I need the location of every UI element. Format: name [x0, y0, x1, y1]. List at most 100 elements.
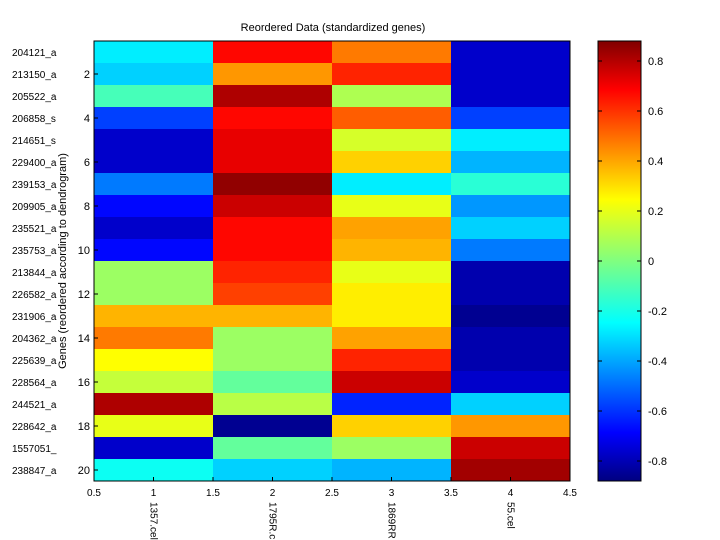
heatmap-cell — [213, 437, 333, 460]
heatmap-cell — [213, 327, 333, 350]
heatmap-cell — [94, 41, 214, 64]
row-label: 214651_s — [12, 136, 56, 147]
y-axis-label: Genes (reordered according to dendrogram… — [57, 153, 69, 369]
heatmap-cell — [451, 283, 571, 306]
heatmap-cell — [332, 371, 452, 394]
heatmap-cell — [332, 415, 452, 438]
x-tick-label: 2 — [270, 488, 276, 499]
heatmap-cell — [451, 349, 571, 372]
colorbar-tick-label: -0.8 — [648, 456, 667, 468]
heatmap-cell — [213, 129, 333, 152]
y-tick-label: 16 — [78, 377, 90, 389]
row-label: 206858_s — [12, 114, 56, 125]
y-tick-label: 18 — [78, 421, 90, 433]
heatmap-cell — [213, 217, 333, 240]
heatmap-cell — [213, 415, 333, 438]
row-label: 235753_a — [12, 246, 57, 257]
row-label: 238847_a — [12, 466, 57, 477]
column-label: 1357.cel — [148, 502, 159, 540]
heatmap-cell — [451, 393, 571, 416]
heatmap-cell — [213, 173, 333, 196]
heatmap-cell — [213, 349, 333, 372]
x-tick-label: 4.5 — [563, 488, 577, 499]
row-label: 209905_a — [12, 202, 57, 213]
x-tick-label: 0.5 — [87, 488, 101, 499]
heatmap-cell — [332, 459, 452, 482]
row-label: 213844_a — [12, 268, 57, 279]
row-label: 235521_a — [12, 224, 57, 235]
heatmap-cell — [94, 349, 214, 372]
row-label: 204362_a — [12, 334, 57, 345]
heatmap-cell — [451, 261, 571, 284]
row-label: 229400_a — [12, 158, 57, 169]
colorbar-tick-label: 0.4 — [648, 156, 663, 168]
x-tick-label: 2.5 — [325, 488, 339, 499]
row-label: 228642_a — [12, 422, 57, 433]
heatmap-cell — [332, 173, 452, 196]
row-label: 225639_a — [12, 356, 57, 367]
heatmap-cell — [94, 239, 214, 262]
colorbar-tick-label: 0.8 — [648, 56, 663, 68]
heatmap-cell — [94, 327, 214, 350]
colorbar-tick-label: -0.4 — [648, 356, 667, 368]
heatmap-cell — [94, 129, 214, 152]
heatmap-cell — [451, 195, 571, 218]
heatmap-cell — [213, 283, 333, 306]
colorbar-tick-label: 0.6 — [648, 106, 663, 118]
y-tick-label: 14 — [78, 333, 90, 345]
heatmap-cell — [94, 283, 214, 306]
heatmap-cell — [94, 195, 214, 218]
heatmap-cell — [94, 393, 214, 416]
y-tick-label: 12 — [78, 289, 90, 301]
heatmap-cell — [94, 63, 214, 86]
heatmap-cell — [332, 349, 452, 372]
heatmap-cell — [451, 305, 571, 328]
heatmap-cell — [332, 129, 452, 152]
row-label: 226582_a — [12, 290, 57, 301]
heatmap-cell — [451, 459, 571, 482]
row-label: 205522_a — [12, 92, 57, 103]
y-tick-label: 2 — [84, 69, 90, 81]
heatmap-cell — [332, 85, 452, 108]
heatmap-cell — [94, 217, 214, 240]
heatmap-cell — [451, 151, 571, 174]
heatmap-cell — [332, 195, 452, 218]
heatmap-cell — [94, 85, 214, 108]
heatmap-cell — [332, 437, 452, 460]
row-label: 239153_a — [12, 180, 57, 191]
y-tick-label: 10 — [78, 245, 90, 257]
heatmap-cell — [213, 239, 333, 262]
heatmap-cell — [332, 41, 452, 64]
heatmap-cell — [213, 459, 333, 482]
heatmap-cell — [213, 261, 333, 284]
heatmap-cell — [94, 305, 214, 328]
colorbar-tick-label: -0.2 — [648, 306, 667, 318]
heatmap-cell — [332, 217, 452, 240]
column-label: 1795R.c — [267, 502, 278, 539]
x-tick-label: 3 — [389, 488, 395, 499]
heatmap-cell — [451, 239, 571, 262]
heatmap-cell — [94, 437, 214, 460]
heatmap-cell — [94, 173, 214, 196]
heatmap-cell — [94, 415, 214, 438]
heatmap-cell — [451, 41, 571, 64]
axis-ticks: 0.5 1 1.5 2 2.5 3 3.5 4 4.5 1357.cel 1795R.c 1869RR… — [12, 48, 577, 540]
y-tick-label: 6 — [84, 157, 90, 169]
row-label: 213150_a — [12, 70, 57, 81]
heatmap-cell — [94, 459, 214, 482]
heatmap-cell — [332, 107, 452, 130]
chart-title: Reordered Data (standardized genes) — [241, 22, 426, 34]
x-tick-label: 3.5 — [444, 488, 458, 499]
heatmap-cell — [332, 393, 452, 416]
heatmap-cell — [332, 261, 452, 284]
row-label: 231906_a — [12, 312, 57, 323]
heatmap-cell — [94, 107, 214, 130]
x-tick-label: 1 — [151, 488, 157, 499]
heatmap-cell — [451, 85, 571, 108]
heatmap-cell — [213, 371, 333, 394]
heatmap-cells — [94, 41, 571, 482]
row-label: 244521_a — [12, 400, 57, 411]
heatmap-cell — [213, 63, 333, 86]
heatmap-cell — [213, 151, 333, 174]
heatmap-cell — [213, 305, 333, 328]
